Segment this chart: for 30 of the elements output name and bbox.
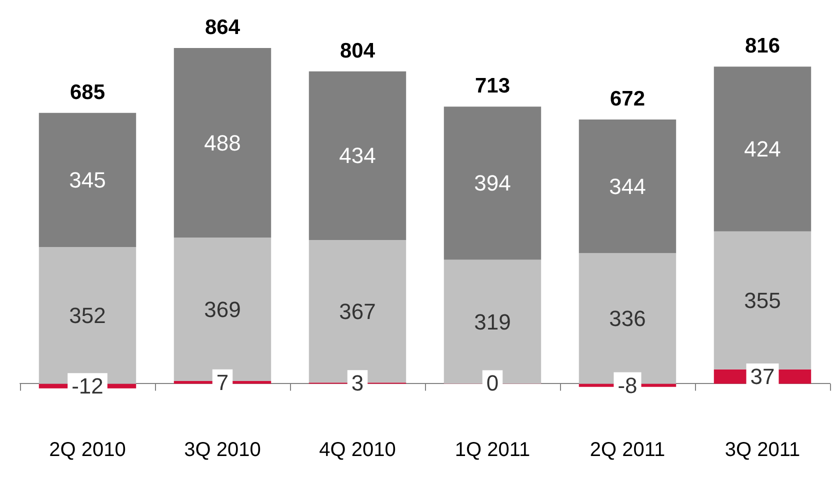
data-label: 369 (204, 296, 241, 322)
data-label: 344 (609, 174, 646, 199)
data-label: 336 (609, 306, 646, 331)
total-label: 864 (204, 16, 240, 39)
data-label: 424 (744, 136, 781, 162)
data-label: 352 (69, 302, 106, 328)
data-label: 37 (750, 364, 775, 390)
x-tick-label: 3Q 2011 (724, 439, 800, 461)
data-label: 367 (339, 298, 376, 324)
x-tick-label: 3Q 2010 (184, 439, 261, 461)
total-label: 713 (474, 74, 510, 98)
data-label: 7 (216, 370, 229, 395)
data-label: -12 (72, 374, 104, 399)
x-tick-label: 4Q 2010 (319, 439, 396, 461)
data-label: 434 (339, 143, 376, 168)
total-label: 804 (340, 39, 376, 62)
data-label: 319 (474, 309, 511, 334)
total-label: 816 (744, 34, 780, 58)
x-tick-label: 2Q 2011 (590, 439, 666, 461)
data-label: 0 (486, 370, 499, 396)
data-label: 3 (351, 370, 364, 396)
x-tick-label: 2Q 2010 (49, 439, 126, 461)
total-label: 672 (610, 88, 646, 110)
x-tick-label: 1Q 2011 (454, 439, 530, 461)
data-label: 345 (69, 167, 106, 192)
data-label: 394 (474, 170, 511, 196)
data-label: 355 (744, 288, 781, 313)
data-label: -8 (618, 372, 638, 398)
data-label: 488 (204, 130, 241, 156)
total-label: 685 (70, 80, 106, 104)
